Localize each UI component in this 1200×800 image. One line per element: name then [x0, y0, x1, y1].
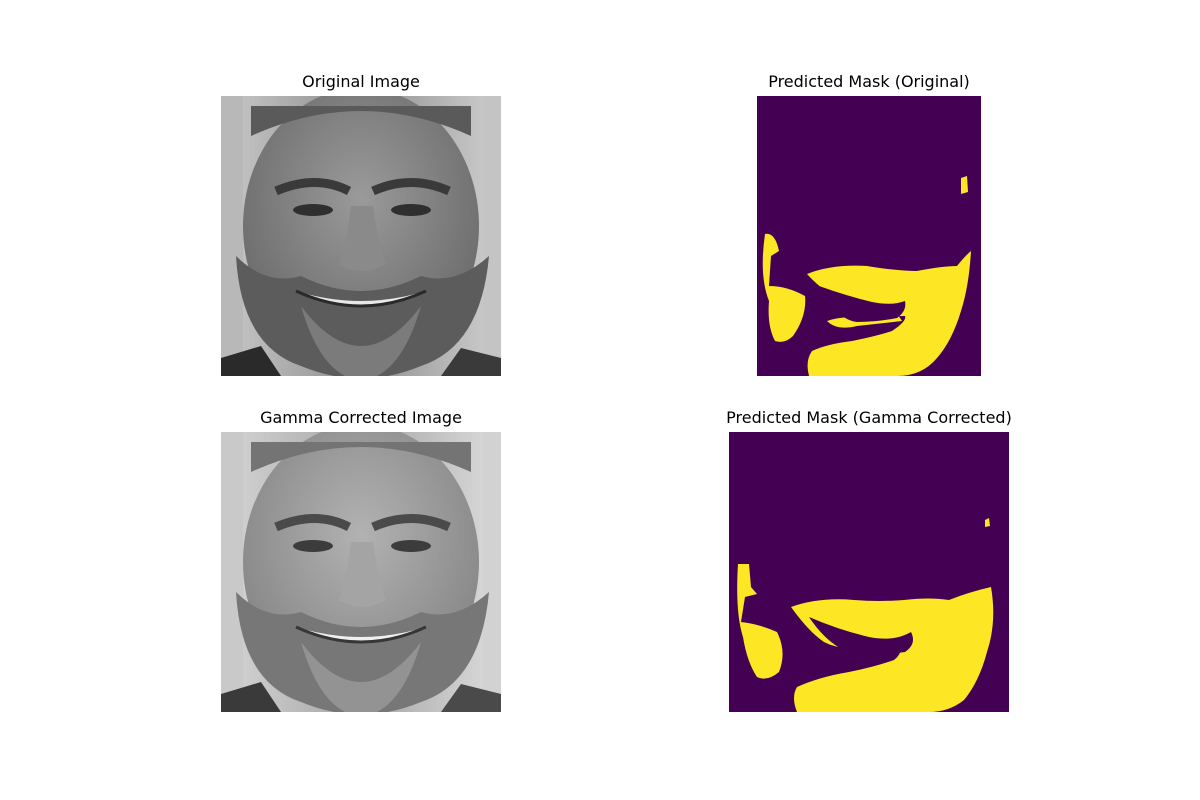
panel-title-predicted-mask-gamma: Predicted Mask (Gamma Corrected): [726, 408, 1012, 427]
panel-title-predicted-mask-original: Predicted Mask (Original): [768, 72, 970, 91]
predicted-mask-original: [757, 96, 981, 376]
panel-title-original-image: Original Image: [302, 72, 420, 91]
original-face-image: [221, 96, 501, 376]
mask-illustration: [757, 96, 981, 376]
panel-title-gamma-corrected-image: Gamma Corrected Image: [260, 408, 462, 427]
mask-illustration-gamma: [729, 432, 1009, 712]
face-illustration-gamma: [221, 432, 501, 712]
face-illustration: [221, 96, 501, 376]
predicted-mask-gamma-corrected: [729, 432, 1009, 712]
gamma-corrected-face-image: [221, 432, 501, 712]
